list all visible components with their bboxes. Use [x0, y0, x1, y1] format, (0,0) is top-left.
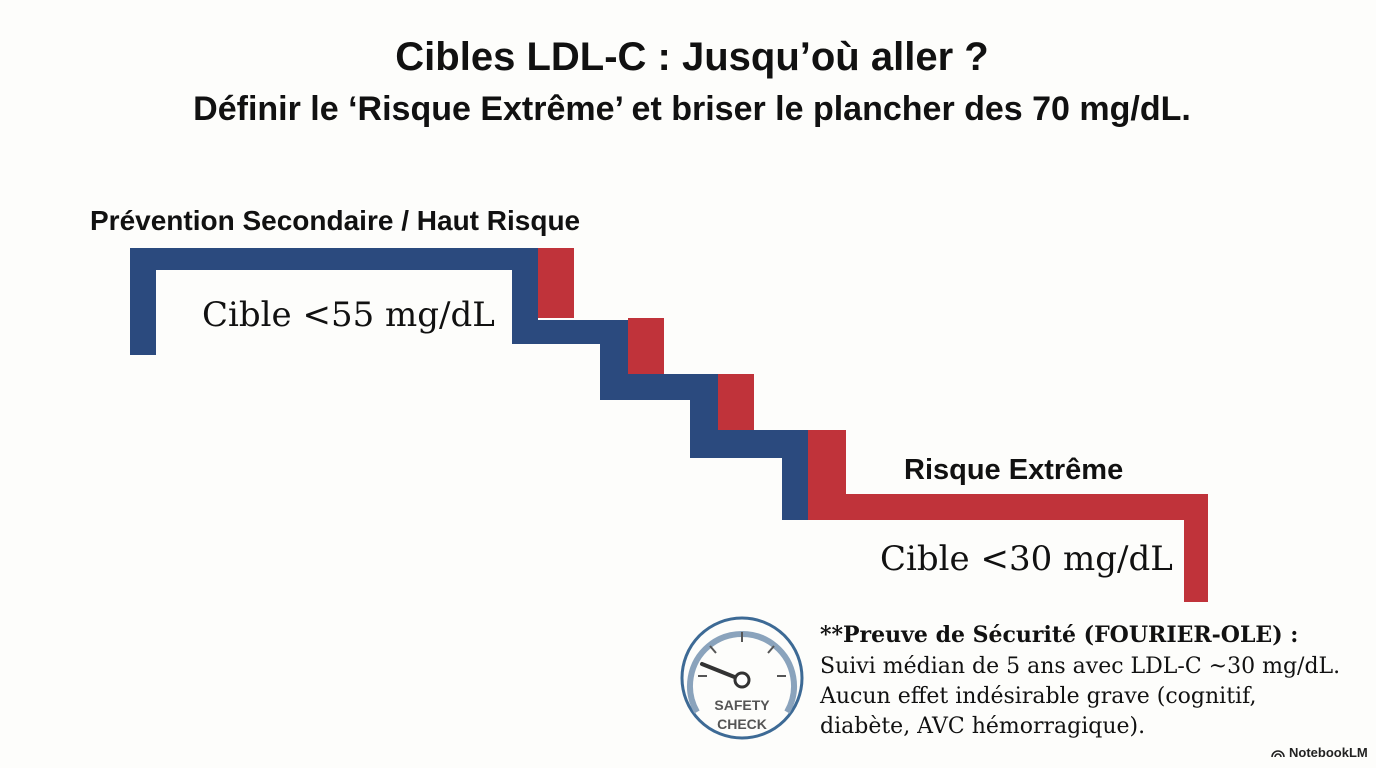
staircase: [130, 248, 1208, 602]
subtitle: Définir le ‘Risque Extrême’ et briser le…: [193, 90, 1191, 128]
safety-line: diabète, AVC hémorragique).: [820, 714, 1145, 739]
extreme-risk-target: Cible <30 mg/dL: [880, 539, 1173, 579]
gauge-icon: SAFETY CHECK: [680, 616, 804, 740]
high-risk-label: Prévention Secondaire / Haut Risque: [90, 205, 580, 236]
gauge-text: SAFETY: [714, 697, 770, 713]
gauge-text: CHECK: [717, 716, 767, 732]
safety-heading: **Preuve de Sécurité (FOURIER-OLE) :: [820, 622, 1298, 648]
footer-text: NotebookLM: [1289, 745, 1368, 760]
footer-logo: NotebookLM: [1271, 745, 1368, 760]
safety-line: Suivi médian de 5 ans avec LDL-C ~30 mg/…: [820, 654, 1340, 679]
high-risk-target: Cible <55 mg/dL: [202, 295, 495, 335]
safety-line: Aucun effet indésirable grave (cognitif,: [819, 684, 1256, 709]
extreme-risk-label: Risque Extrême: [904, 454, 1123, 486]
title: Cibles LDL-C : Jusqu’où aller ?: [395, 35, 988, 79]
